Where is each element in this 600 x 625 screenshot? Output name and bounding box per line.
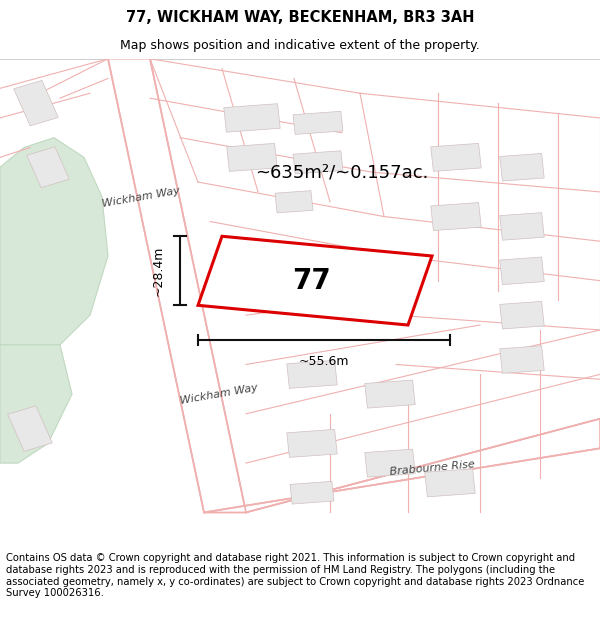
Polygon shape [293, 151, 343, 174]
Polygon shape [8, 406, 52, 451]
Polygon shape [14, 81, 58, 126]
Polygon shape [0, 345, 72, 463]
Polygon shape [204, 419, 600, 512]
Text: Wickham Way: Wickham Way [101, 185, 181, 209]
Text: Contains OS data © Crown copyright and database right 2021. This information is : Contains OS data © Crown copyright and d… [6, 553, 584, 598]
Polygon shape [500, 346, 544, 373]
Polygon shape [290, 481, 334, 504]
Polygon shape [425, 469, 475, 497]
Polygon shape [431, 143, 481, 171]
Text: Wickham Way: Wickham Way [179, 382, 259, 406]
Polygon shape [198, 236, 432, 325]
Polygon shape [287, 429, 337, 458]
Text: ~635m²/~0.157ac.: ~635m²/~0.157ac. [256, 163, 428, 181]
Text: Map shows position and indicative extent of the property.: Map shows position and indicative extent… [120, 39, 480, 52]
Text: Brabourne Rise: Brabourne Rise [389, 459, 475, 477]
Polygon shape [293, 111, 343, 134]
Polygon shape [431, 202, 481, 231]
Text: ~28.4m: ~28.4m [152, 246, 165, 296]
Polygon shape [365, 380, 415, 408]
Text: ~55.6m: ~55.6m [299, 354, 349, 367]
Polygon shape [500, 257, 544, 284]
Text: 77: 77 [293, 267, 331, 294]
Polygon shape [500, 154, 544, 181]
Polygon shape [27, 147, 69, 188]
Polygon shape [500, 213, 544, 240]
Polygon shape [287, 361, 337, 388]
Text: 77, WICKHAM WAY, BECKENHAM, BR3 3AH: 77, WICKHAM WAY, BECKENHAM, BR3 3AH [126, 10, 474, 25]
Polygon shape [108, 59, 246, 512]
Polygon shape [275, 191, 313, 213]
Polygon shape [224, 104, 280, 132]
Polygon shape [0, 138, 108, 345]
Polygon shape [227, 143, 277, 171]
Polygon shape [365, 449, 415, 477]
Polygon shape [500, 301, 544, 329]
